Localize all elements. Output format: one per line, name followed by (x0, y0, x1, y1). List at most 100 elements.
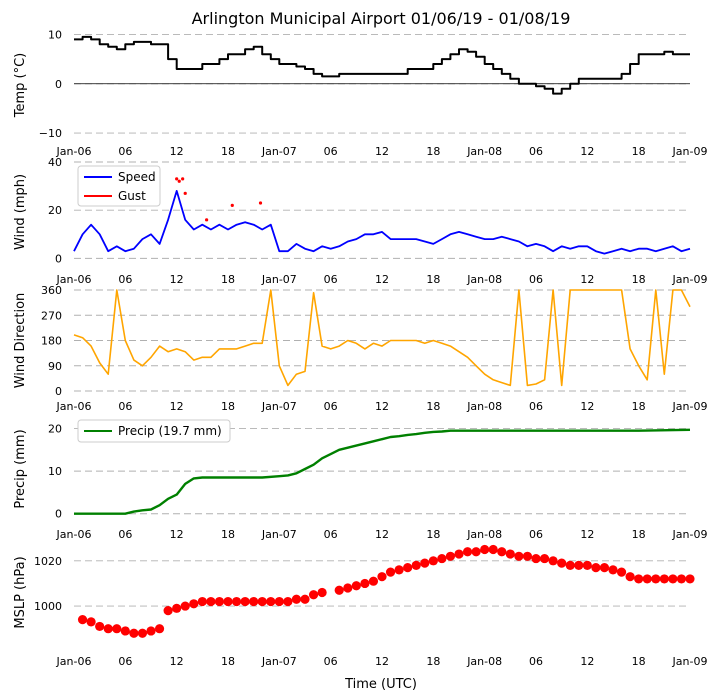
mslp-point (454, 549, 464, 559)
y-axis-label-wind_direction: Wind Direction (13, 293, 28, 389)
x-tick-label-wind_direction: 06 (529, 400, 543, 413)
x-tick-label-mslp: Jan-06 (56, 655, 92, 668)
panel-precipitation: 0 10 20 Jan-06 06 12 18 Jan-07 06 12 18 Jan-08 06 12 1… (13, 419, 707, 541)
mslp-point (642, 574, 652, 584)
y-axis-label-temperature: Temp (°C) (13, 53, 28, 119)
mslp-point (317, 587, 327, 598)
mslp-point (505, 549, 515, 559)
mslp-point (548, 556, 558, 566)
x-tick-label-wind_direction: 12 (580, 400, 594, 413)
x-tick-label-temperature: 06 (324, 145, 338, 158)
wind-gust-point (183, 191, 187, 195)
y-tick-label-wind: 0 (55, 252, 62, 265)
mslp-point (514, 551, 524, 561)
mslp-point (146, 626, 156, 636)
y-tick-label-wind: 20 (48, 204, 62, 217)
y-tick-label-wind_direction: 270 (41, 309, 62, 322)
mslp-point (368, 576, 379, 586)
y-tick-label-precipitation: 10 (48, 465, 62, 478)
mslp-point (343, 583, 353, 593)
x-tick-label-wind_direction: 18 (426, 400, 440, 413)
mslp-point (308, 590, 319, 600)
mslp-point (223, 596, 233, 607)
mslp-point (154, 624, 165, 634)
x-tick-label-wind_direction: Jan-08 (466, 400, 502, 413)
mslp-point (214, 596, 225, 607)
y-tick-label-wind_direction: 360 (41, 284, 62, 297)
mslp-point (103, 624, 113, 634)
wind-gust-point (181, 177, 185, 181)
wind-speed-line (73, 190, 691, 255)
x-tick-label-precipitation: 06 (324, 528, 338, 541)
x-tick-label-precipitation: 18 (221, 528, 235, 541)
panel-wind: 0 20 40 Jan-06 06 12 18 Jan-07 06 12 18 Jan-08 06 12 1… (13, 156, 707, 286)
mslp-point (163, 605, 173, 616)
x-tick-label-wind_direction: 06 (324, 400, 338, 413)
y-tick-label-temperature: 10 (48, 28, 62, 41)
x-axis-label: Time (UTC) (344, 677, 417, 692)
mslp-point (420, 558, 430, 568)
mslp-point (112, 624, 122, 634)
x-tick-label-wind: 12 (375, 273, 389, 286)
panel-mslp: 1000 1020 Jan-06 06 12 18 Jan-07 06 12 18 Jan-08 06… (13, 544, 708, 668)
x-tick-label-wind: 06 (324, 273, 338, 286)
x-tick-label-precipitation: 06 (118, 528, 132, 541)
mslp-point (95, 621, 105, 632)
x-tick-label-wind_direction: 12 (375, 400, 389, 413)
mslp-point (522, 551, 533, 561)
mslp-point (557, 558, 567, 568)
x-tick-label-wind_direction: Jan-07 (261, 400, 297, 413)
y-axis-label-wind: Wind (mph) (13, 174, 28, 250)
mslp-point (377, 572, 387, 582)
x-tick-label-mslp: 06 (324, 655, 338, 668)
x-tick-label-temperature: Jan-07 (261, 145, 297, 158)
mslp-point (120, 626, 130, 636)
legend-label-gust: Gust (118, 189, 146, 203)
x-tick-label-mslp: 12 (170, 655, 184, 668)
mslp-point (539, 553, 550, 564)
mslp-point (257, 596, 267, 607)
x-tick-label-wind: 06 (529, 273, 543, 286)
mslp-point (574, 560, 584, 570)
x-tick-label-temperature: 18 (426, 145, 440, 158)
x-tick-label-precipitation: 12 (580, 528, 594, 541)
mslp-point (334, 585, 344, 595)
mslp-point (274, 596, 284, 607)
y-axis-label-precipitation: Precip (mm) (13, 429, 28, 508)
mslp-point (531, 553, 541, 564)
mslp-point (385, 567, 396, 577)
mslp-point (437, 553, 447, 564)
mslp-point (659, 574, 669, 584)
x-tick-label-mslp: Jan-09 (672, 655, 708, 668)
mslp-point (394, 565, 404, 575)
x-tick-label-temperature: 12 (580, 145, 594, 158)
y-tick-label-temperature: 0 (55, 78, 62, 91)
mslp-point (137, 628, 148, 638)
precip-legend: Precip (19.7 mm) (77, 419, 231, 443)
mslp-point (86, 617, 96, 627)
x-tick-label-precipitation: Jan-06 (56, 528, 92, 541)
x-tick-label-precipitation: 12 (170, 528, 184, 541)
x-tick-label-wind: 18 (632, 273, 646, 286)
mslp-point (189, 599, 199, 609)
x-tick-label-temperature: 06 (118, 145, 132, 158)
y-tick-label-wind_direction: 0 (55, 385, 62, 398)
x-tick-label-wind: 18 (426, 273, 440, 286)
mslp-point (206, 596, 216, 607)
x-tick-label-wind_direction: Jan-09 (672, 400, 708, 413)
wind-legend: Speed Gust (77, 165, 161, 207)
mslp-point (488, 544, 498, 555)
mslp-point (291, 594, 302, 604)
mslp-point (172, 603, 182, 613)
mslp-point (616, 567, 627, 577)
x-tick-label-wind_direction: 06 (118, 400, 132, 413)
wind-direction-line (73, 289, 691, 387)
x-tick-label-wind_direction: 18 (632, 400, 646, 413)
y-tick-label-precipitation: 0 (55, 508, 62, 521)
mslp-point (471, 547, 481, 557)
x-tick-label-mslp: 12 (580, 655, 594, 668)
wind-gust-point (258, 201, 263, 205)
y-tick-label-mslp: 1020 (34, 555, 62, 568)
mslp-point (591, 563, 601, 573)
